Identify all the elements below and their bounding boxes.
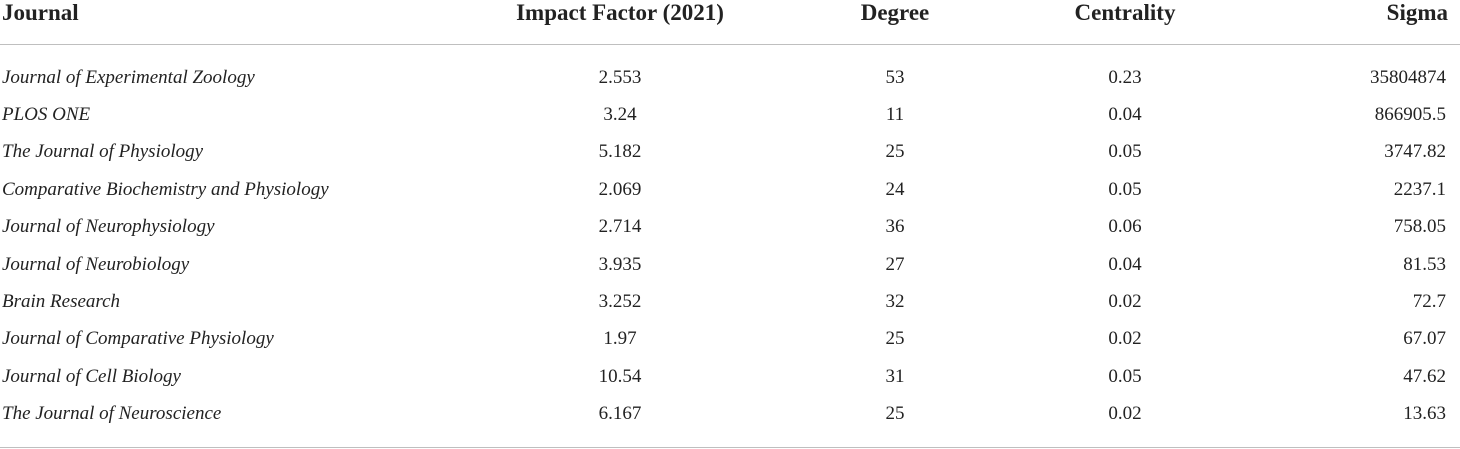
cell-impact-factor: 2.069 bbox=[598, 178, 642, 200]
table-row: Journal of Comparative Physiology 1.97 2… bbox=[0, 321, 1460, 358]
cell-sigma: 3747.82 bbox=[1384, 141, 1446, 163]
cell-impact-factor: 10.54 bbox=[598, 365, 642, 387]
table-row: Comparative Biochemistry and Physiology … bbox=[0, 171, 1460, 208]
cell-journal: Journal of Neurobiology bbox=[2, 253, 190, 275]
cell-journal: Journal of Experimental Zoology bbox=[2, 66, 255, 88]
cell-degree: 31 bbox=[885, 365, 905, 387]
table-row: PLOS ONE 3.24 11 0.04 866905.5 bbox=[0, 96, 1460, 133]
cell-impact-factor: 5.182 bbox=[598, 141, 642, 163]
cell-sigma: 866905.5 bbox=[1374, 104, 1446, 126]
cell-journal: Brain Research bbox=[2, 291, 121, 313]
cell-degree: 32 bbox=[885, 291, 905, 313]
cell-sigma: 72.7 bbox=[1412, 291, 1446, 313]
cell-centrality: 0.05 bbox=[1108, 178, 1142, 200]
header-sigma: Sigma bbox=[1260, 0, 1460, 45]
table-body: Journal of Experimental Zoology 2.553 53… bbox=[0, 45, 1460, 433]
cell-impact-factor: 6.167 bbox=[598, 403, 642, 425]
cell-centrality: 0.02 bbox=[1108, 328, 1142, 350]
cell-journal: The Journal of Neuroscience bbox=[2, 403, 222, 425]
table-row: Journal of Cell Biology 10.54 31 0.05 47… bbox=[0, 358, 1460, 395]
cell-centrality: 0.02 bbox=[1108, 403, 1142, 425]
cell-degree: 36 bbox=[885, 216, 905, 238]
table-row: Journal of Experimental Zoology 2.553 53… bbox=[0, 45, 1460, 97]
cell-impact-factor: 3.24 bbox=[603, 104, 637, 126]
table-row: Journal of Neurobiology 3.935 27 0.04 81… bbox=[0, 246, 1460, 283]
cell-journal: Journal of Comparative Physiology bbox=[2, 328, 274, 350]
cell-journal: Comparative Biochemistry and Physiology bbox=[2, 178, 329, 200]
cell-sigma: 2237.1 bbox=[1393, 178, 1446, 200]
cell-sigma: 35804874 bbox=[1370, 66, 1446, 88]
cell-sigma: 13.63 bbox=[1403, 403, 1446, 425]
cell-degree: 11 bbox=[885, 104, 905, 126]
cell-centrality: 0.05 bbox=[1108, 141, 1142, 163]
table-bottom-rule bbox=[0, 447, 1460, 448]
cell-degree: 25 bbox=[885, 141, 905, 163]
cell-impact-factor: 1.97 bbox=[603, 328, 637, 350]
cell-centrality: 0.05 bbox=[1108, 365, 1142, 387]
table-header: Journal Impact Factor (2021) Degree Cent… bbox=[0, 0, 1460, 45]
cell-centrality: 0.04 bbox=[1108, 104, 1142, 126]
cell-journal: PLOS ONE bbox=[2, 104, 91, 126]
cell-impact-factor: 3.935 bbox=[598, 253, 642, 275]
journal-table: Journal Impact Factor (2021) Degree Cent… bbox=[0, 0, 1460, 433]
cell-impact-factor: 3.252 bbox=[598, 291, 642, 313]
cell-centrality: 0.04 bbox=[1108, 253, 1142, 275]
cell-centrality: 0.06 bbox=[1108, 216, 1142, 238]
cell-impact-factor: 2.714 bbox=[598, 216, 642, 238]
cell-journal: The Journal of Physiology bbox=[2, 141, 204, 163]
cell-degree: 25 bbox=[885, 328, 905, 350]
header-journal: Journal bbox=[0, 0, 440, 45]
cell-degree: 25 bbox=[885, 403, 905, 425]
header-impact-factor: Impact Factor (2021) bbox=[440, 0, 800, 45]
header-centrality: Centrality bbox=[990, 0, 1260, 45]
cell-sigma: 81.53 bbox=[1403, 253, 1446, 275]
header-degree: Degree bbox=[800, 0, 990, 45]
header-row: Journal Impact Factor (2021) Degree Cent… bbox=[0, 0, 1460, 45]
cell-sigma: 758.05 bbox=[1393, 216, 1446, 238]
cell-sigma: 47.62 bbox=[1403, 365, 1446, 387]
cell-degree: 27 bbox=[885, 253, 905, 275]
cell-impact-factor: 2.553 bbox=[598, 66, 642, 88]
table-row: Brain Research 3.252 32 0.02 72.7 bbox=[0, 283, 1460, 320]
cell-journal: Journal of Neurophysiology bbox=[2, 216, 215, 238]
cell-journal: Journal of Cell Biology bbox=[2, 365, 181, 387]
cell-degree: 24 bbox=[885, 178, 905, 200]
cell-centrality: 0.23 bbox=[1108, 66, 1142, 88]
cell-centrality: 0.02 bbox=[1108, 291, 1142, 313]
table-row: The Journal of Neuroscience 6.167 25 0.0… bbox=[0, 396, 1460, 433]
cell-sigma: 67.07 bbox=[1403, 328, 1446, 350]
cell-degree: 53 bbox=[885, 66, 905, 88]
table-row: The Journal of Physiology 5.182 25 0.05 … bbox=[0, 134, 1460, 171]
table-row: Journal of Neurophysiology 2.714 36 0.06… bbox=[0, 209, 1460, 246]
